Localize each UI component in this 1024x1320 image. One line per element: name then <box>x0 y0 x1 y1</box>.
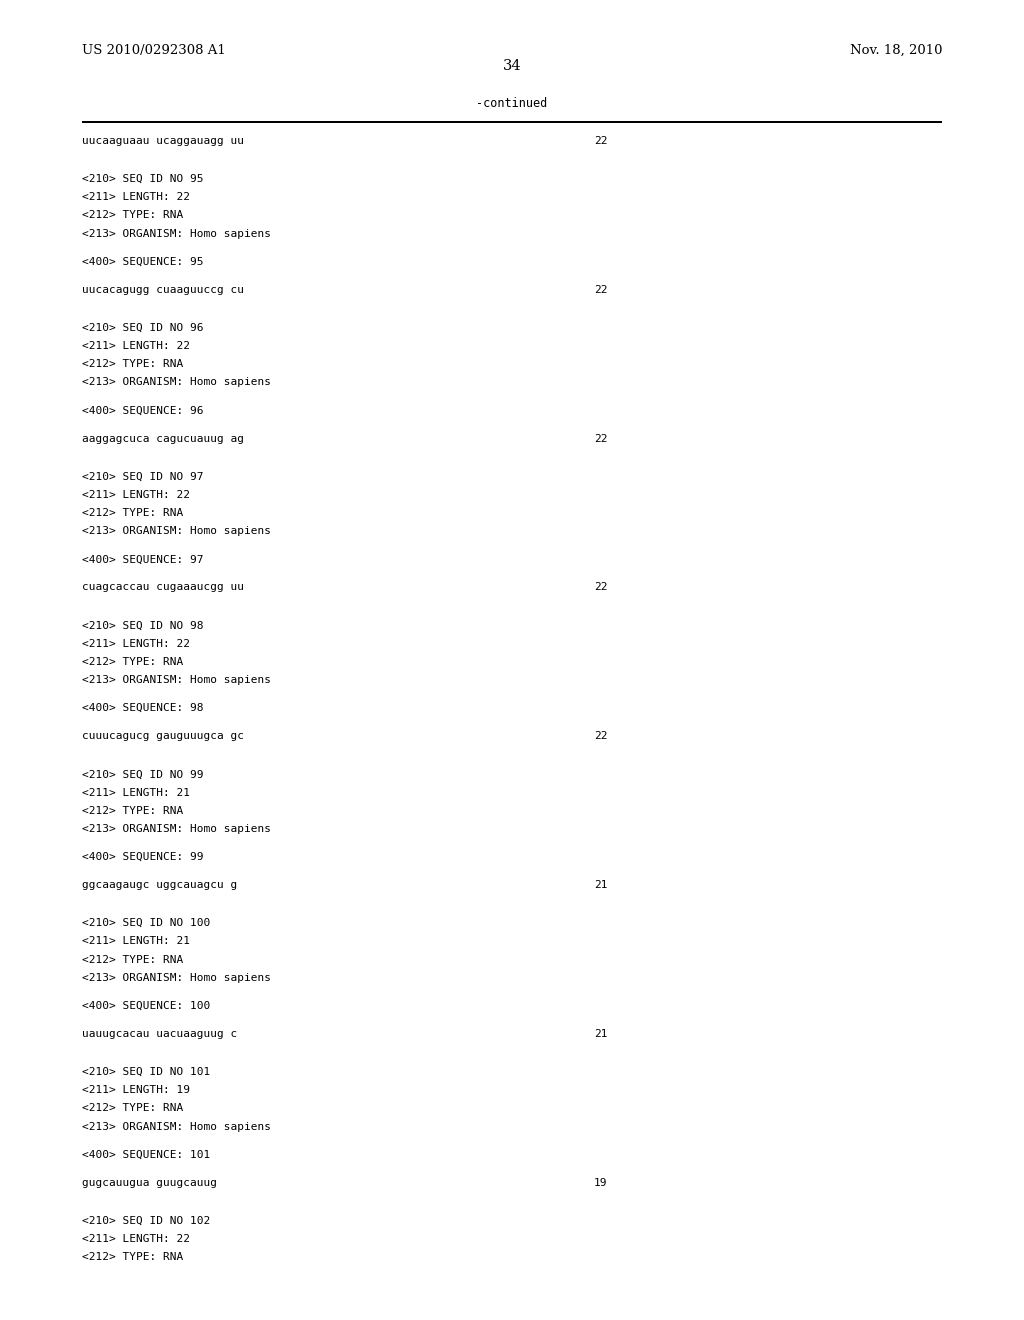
Text: <212> TYPE: RNA: <212> TYPE: RNA <box>82 359 183 370</box>
Text: <400> SEQUENCE: 95: <400> SEQUENCE: 95 <box>82 256 204 267</box>
Text: <211> LENGTH: 22: <211> LENGTH: 22 <box>82 193 189 202</box>
Text: ggcaagaugc uggcauagcu g: ggcaagaugc uggcauagcu g <box>82 880 238 890</box>
Text: <400> SEQUENCE: 100: <400> SEQUENCE: 100 <box>82 1001 210 1011</box>
Text: 19: 19 <box>594 1177 607 1188</box>
Text: 21: 21 <box>594 1030 607 1039</box>
Text: <213> ORGANISM: Homo sapiens: <213> ORGANISM: Homo sapiens <box>82 378 271 387</box>
Text: cuagcaccau cugaaaucgg uu: cuagcaccau cugaaaucgg uu <box>82 582 244 593</box>
Text: <400> SEQUENCE: 98: <400> SEQUENCE: 98 <box>82 704 204 713</box>
Text: <210> SEQ ID NO 100: <210> SEQ ID NO 100 <box>82 919 210 928</box>
Text: <211> LENGTH: 22: <211> LENGTH: 22 <box>82 341 189 351</box>
Text: <211> LENGTH: 22: <211> LENGTH: 22 <box>82 639 189 648</box>
Text: <210> SEQ ID NO 102: <210> SEQ ID NO 102 <box>82 1216 210 1226</box>
Text: <212> TYPE: RNA: <212> TYPE: RNA <box>82 1104 183 1113</box>
Text: cuuucagucg gauguuugca gc: cuuucagucg gauguuugca gc <box>82 731 244 742</box>
Text: <213> ORGANISM: Homo sapiens: <213> ORGANISM: Homo sapiens <box>82 675 271 685</box>
Text: 21: 21 <box>594 880 607 890</box>
Text: 34: 34 <box>503 58 521 73</box>
Text: <400> SEQUENCE: 101: <400> SEQUENCE: 101 <box>82 1150 210 1160</box>
Text: uucaaguaau ucaggauagg uu: uucaaguaau ucaggauagg uu <box>82 136 244 147</box>
Text: <211> LENGTH: 19: <211> LENGTH: 19 <box>82 1085 189 1096</box>
Text: <400> SEQUENCE: 97: <400> SEQUENCE: 97 <box>82 554 204 565</box>
Text: uauugcacau uacuaaguug c: uauugcacau uacuaaguug c <box>82 1030 238 1039</box>
Text: <213> ORGANISM: Homo sapiens: <213> ORGANISM: Homo sapiens <box>82 824 271 834</box>
Text: <212> TYPE: RNA: <212> TYPE: RNA <box>82 1253 183 1262</box>
Text: <210> SEQ ID NO 96: <210> SEQ ID NO 96 <box>82 323 204 333</box>
Text: <213> ORGANISM: Homo sapiens: <213> ORGANISM: Homo sapiens <box>82 1122 271 1131</box>
Text: aaggagcuca cagucuauug ag: aaggagcuca cagucuauug ag <box>82 434 244 444</box>
Text: 22: 22 <box>594 731 607 742</box>
Text: <213> ORGANISM: Homo sapiens: <213> ORGANISM: Homo sapiens <box>82 228 271 239</box>
Text: <211> LENGTH: 21: <211> LENGTH: 21 <box>82 936 189 946</box>
Text: 22: 22 <box>594 285 607 294</box>
Text: 22: 22 <box>594 582 607 593</box>
Text: <210> SEQ ID NO 97: <210> SEQ ID NO 97 <box>82 471 204 482</box>
Text: <211> LENGTH: 22: <211> LENGTH: 22 <box>82 1234 189 1243</box>
Text: <213> ORGANISM: Homo sapiens: <213> ORGANISM: Homo sapiens <box>82 973 271 982</box>
Text: <212> TYPE: RNA: <212> TYPE: RNA <box>82 805 183 816</box>
Text: <210> SEQ ID NO 95: <210> SEQ ID NO 95 <box>82 174 204 183</box>
Text: <400> SEQUENCE: 96: <400> SEQUENCE: 96 <box>82 405 204 416</box>
Text: US 2010/0292308 A1: US 2010/0292308 A1 <box>82 44 225 57</box>
Text: gugcauugua guugcauug: gugcauugua guugcauug <box>82 1177 217 1188</box>
Text: uucacagugg cuaaguuccg cu: uucacagugg cuaaguuccg cu <box>82 285 244 294</box>
Text: <211> LENGTH: 22: <211> LENGTH: 22 <box>82 490 189 500</box>
Text: <210> SEQ ID NO 98: <210> SEQ ID NO 98 <box>82 620 204 631</box>
Text: <213> ORGANISM: Homo sapiens: <213> ORGANISM: Homo sapiens <box>82 527 271 536</box>
Text: 22: 22 <box>594 136 607 147</box>
Text: <210> SEQ ID NO 101: <210> SEQ ID NO 101 <box>82 1067 210 1077</box>
Text: <400> SEQUENCE: 99: <400> SEQUENCE: 99 <box>82 851 204 862</box>
Text: -continued: -continued <box>476 96 548 110</box>
Text: <210> SEQ ID NO 99: <210> SEQ ID NO 99 <box>82 770 204 779</box>
Text: <212> TYPE: RNA: <212> TYPE: RNA <box>82 657 183 667</box>
Text: <212> TYPE: RNA: <212> TYPE: RNA <box>82 508 183 517</box>
Text: Nov. 18, 2010: Nov. 18, 2010 <box>850 44 942 57</box>
Text: <212> TYPE: RNA: <212> TYPE: RNA <box>82 210 183 220</box>
Text: <211> LENGTH: 21: <211> LENGTH: 21 <box>82 788 189 797</box>
Text: <212> TYPE: RNA: <212> TYPE: RNA <box>82 954 183 965</box>
Text: 22: 22 <box>594 434 607 444</box>
